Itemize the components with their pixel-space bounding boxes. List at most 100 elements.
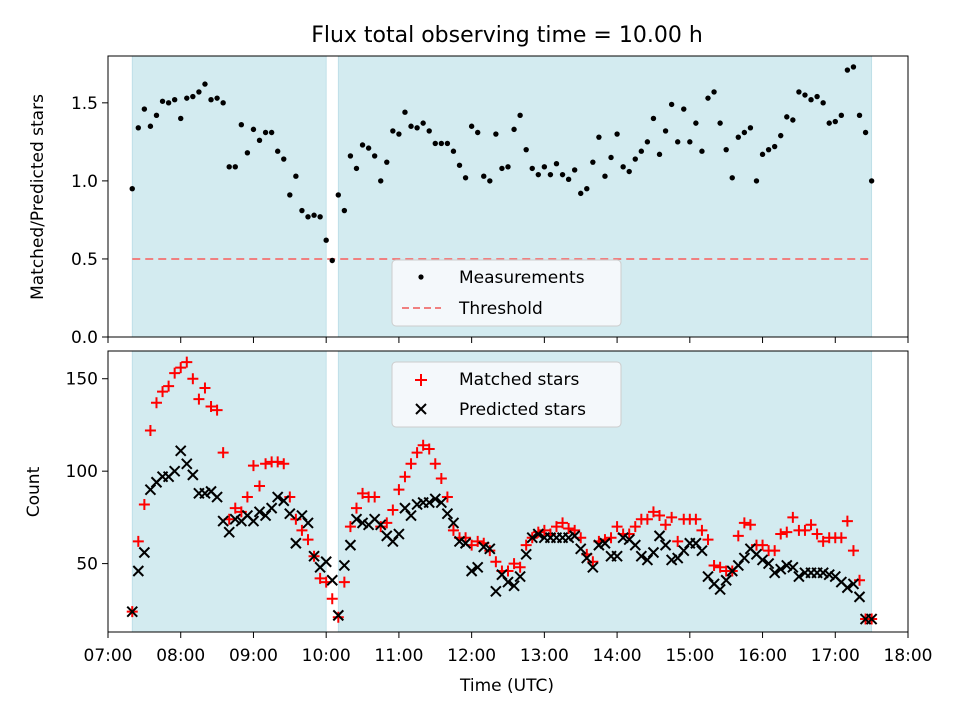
predicted-stars-point [181,458,193,470]
matched-stars-point [369,491,381,503]
predicted-stars-point [532,528,545,540]
measurement-point [699,148,705,154]
measurement-point [559,171,566,178]
matched-stars-point [302,534,314,546]
measurement-point [541,164,548,170]
measurement-point [390,128,396,134]
measurement-point [723,146,729,153]
measurement-point [687,139,693,145]
measurement-point [135,125,142,131]
measurement-point [159,98,166,104]
predicted-stars-point [581,552,593,564]
y-tick-label: 0.0 [71,328,98,348]
matched-stars-point [163,380,175,392]
matched-stars-point [344,521,356,533]
measurement-point [614,131,620,137]
predicted-stars-point [853,591,866,603]
measurement-point [590,159,596,165]
matched-stars-point [557,517,569,529]
measurement-point [171,97,178,103]
matched-stars-point [423,443,435,455]
predicted-stars-point [326,574,338,586]
predicted-stars-point [459,537,472,549]
measurement-point [553,161,560,167]
matched-stars-point [666,511,678,523]
measurement-point [814,93,820,100]
measurement-point [705,95,711,101]
matched-stars-point [132,535,144,547]
matched-stars-point [508,558,520,570]
measurement-point [850,64,857,70]
predicted-stars-point [520,548,532,561]
measurement-point [335,192,342,198]
matched-stars-point [417,439,429,451]
matched-stars-point [841,515,853,527]
measurement-point [190,93,196,100]
measurement-point [305,214,311,220]
predicted-stars-point [217,515,229,527]
matched-stars-point [405,458,417,470]
x-tick-label: 07:00 [84,646,133,666]
predicted-stars-point [441,507,454,520]
measurement-point [602,173,608,179]
measurement-point [681,106,687,112]
matched-stars-point [387,504,399,516]
matched-stars-point [144,424,156,436]
x-tick-label: 11:00 [374,646,423,666]
predicted-stars-point [568,530,581,542]
predicted-stars-point [284,507,296,520]
predicted-stars-point [847,578,860,590]
measurement-point [468,123,475,129]
matched-stars-point [781,526,793,538]
x-tick-label: 17:00 [811,646,860,666]
y-tick-label: 1.0 [71,172,98,192]
predicted-stars-point [793,570,805,583]
predicted-stars-point [490,585,502,598]
matched-stars-point [605,532,617,544]
measurement-point [565,176,572,183]
measurement-point [608,154,614,161]
measurement-point [584,185,590,192]
predicted-stars-point [714,583,726,596]
measurement-point [359,142,366,148]
matched-stars-point [241,491,253,503]
measurement-point [462,175,469,181]
measurement-point [420,120,426,126]
measurement-point [547,171,554,178]
measurement-point [293,173,299,179]
predicted-stars-point [696,544,708,557]
predicted-stars-point [187,469,199,481]
predicted-stars-point [302,517,314,529]
measurement-point [432,140,438,147]
matched-stars-point [157,386,169,398]
matched-stars-point [278,458,290,470]
legend-predicted-label: Predicted stars [459,400,586,420]
matched-stars-point [205,400,217,412]
measurement-point [620,164,626,170]
measurement-point [426,128,432,134]
measurement-point [214,95,220,101]
measurement-point [650,115,657,122]
measurement-point [844,67,851,73]
matched-stars-point [732,530,744,542]
measurement-point [268,129,275,136]
measurement-point [796,89,802,95]
matched-stars-point [775,528,787,540]
measurement-point [311,212,317,218]
measurement-point [208,97,214,103]
matched-stars-point [520,539,532,551]
matched-stars-point [702,534,714,546]
predicted-stars-point [423,496,435,509]
matched-stars-point [744,519,756,531]
measurement-point [384,159,390,165]
y-tick-label: 50 [76,555,98,575]
y-tick-label: 100 [66,462,98,482]
x-tick-label: 09:00 [229,646,278,666]
legend-matched-label: Matched stars [459,370,579,390]
matched-stars-point [757,539,769,551]
measurement-point [341,207,348,214]
y-tick-label: 150 [66,370,98,390]
measurement-point [378,178,384,184]
predicted-stars-point [320,556,332,568]
measurement-point [365,145,372,151]
